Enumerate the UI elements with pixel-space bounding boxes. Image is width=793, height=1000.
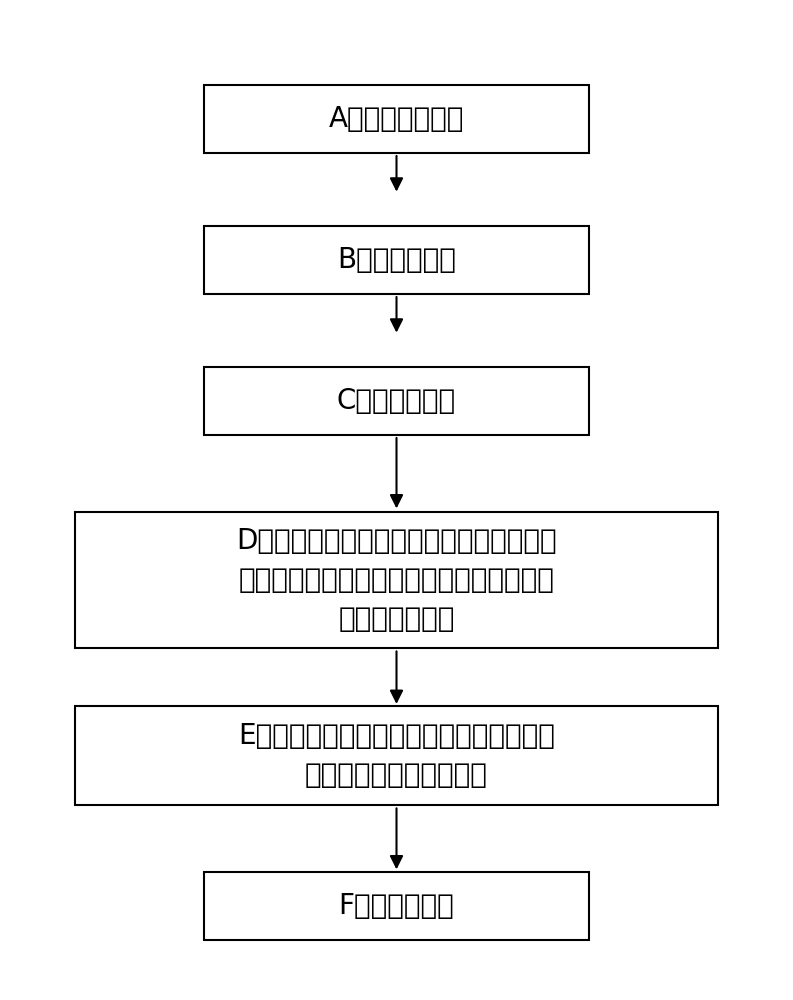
- Text: E、六缸同步超压，往复增压器进入定容量
及增压比的超压工作模式: E、六缸同步超压，往复增压器进入定容量 及增压比的超压工作模式: [238, 722, 555, 789]
- Text: A、工作油缸回程: A、工作油缸回程: [329, 105, 464, 133]
- Bar: [204, 367, 589, 435]
- Text: F、保压和卸压: F、保压和卸压: [339, 892, 454, 920]
- Bar: [75, 512, 718, 648]
- Text: D、暂停计时结束后，通过往复增压器对工
作油缸进行同步充液，往复增压器进入等容
量转换工作模式: D、暂停计时结束后，通过往复增压器对工 作油缸进行同步充液，往复增压器进入等容 …: [236, 527, 557, 633]
- Text: B、放置合成块: B、放置合成块: [337, 246, 456, 274]
- Text: C、空进并暂停: C、空进并暂停: [337, 387, 456, 415]
- Bar: [204, 872, 589, 940]
- Bar: [204, 226, 589, 294]
- Bar: [75, 706, 718, 805]
- Bar: [204, 85, 589, 153]
